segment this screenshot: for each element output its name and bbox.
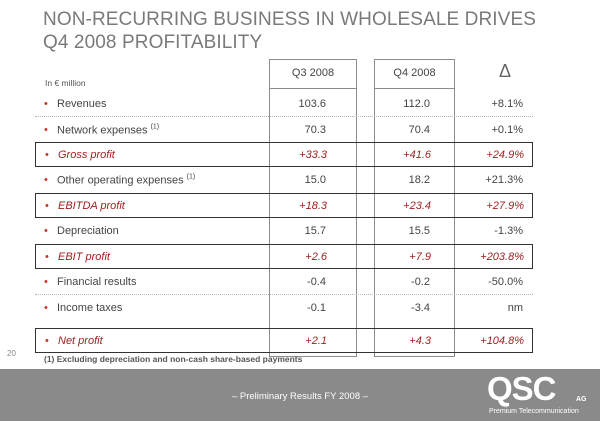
row-divider — [35, 116, 533, 117]
cell-q4: -0.2 — [411, 275, 430, 288]
cell-delta: +104.8% — [480, 334, 524, 347]
logo-suffix: AG — [576, 396, 587, 403]
cell-q3: -0.1 — [307, 301, 326, 314]
bullet-icon: • — [45, 199, 49, 212]
header-delta: Δ — [498, 60, 512, 81]
cell-delta: -1.3% — [494, 224, 523, 237]
cell-q4: +23.4 — [403, 199, 431, 212]
table-row: • Income taxes -0.1 -3.4 nm — [35, 295, 533, 320]
cell-q3: +33.3 — [299, 148, 327, 161]
bullet-icon: • — [44, 224, 48, 237]
cell-q3: +2.1 — [305, 334, 327, 347]
cell-q3: +2.6 — [305, 250, 327, 263]
page-number: 20 — [7, 349, 16, 358]
cell-delta: +0.1% — [491, 123, 524, 136]
table-row-highlight: • EBIT profit +2.6 +7.9 +203.8% — [35, 244, 533, 269]
table-row: • Revenues 103.6 112.0 +8.1% — [35, 91, 533, 116]
row-label: EBITDA profit — [58, 199, 125, 212]
cell-q3: +18.3 — [299, 199, 327, 212]
table-row: • Financial results -0.4 -0.2 -50.0% — [35, 269, 533, 294]
table-row-highlight: • Net profit +2.1 +4.3 +104.8% — [35, 328, 533, 353]
logo-tagline: Premium Telecommunication — [489, 408, 579, 415]
title-line-1: NON-RECURRING BUSINESS IN WHOLESALE DRIV… — [43, 9, 537, 30]
cell-q4: +7.9 — [409, 250, 431, 263]
cell-delta: +203.8% — [480, 250, 524, 263]
title-line-2: Q4 2008 PROFITABILITY — [43, 32, 263, 53]
row-label: Revenues — [57, 97, 107, 110]
cell-q3: 15.0 — [304, 173, 326, 186]
cell-q3: 103.6 — [298, 97, 326, 110]
cell-q4: 18.2 — [408, 173, 430, 186]
row-label: Financial results — [57, 275, 137, 288]
table-row-highlight: • Gross profit +33.3 +41.6 +24.9% — [35, 142, 533, 167]
logo-wordmark: QSC — [487, 370, 557, 407]
footer-bar: – Preliminary Results FY 2008 – QSC AG P… — [0, 369, 600, 421]
cell-q3: 15.7 — [304, 224, 326, 237]
row-label: EBIT profit — [58, 250, 110, 263]
q4-column-frame — [374, 59, 455, 357]
row-label: Gross profit — [58, 148, 115, 161]
cell-q3: -0.4 — [307, 275, 326, 288]
bullet-icon: • — [44, 123, 48, 136]
header-q4: Q4 2008 — [393, 67, 436, 79]
bullet-icon: • — [44, 301, 48, 314]
row-label: Other operating expenses (1) — [57, 173, 196, 186]
table-row: • Other operating expenses (1) 15.0 18.2… — [35, 167, 533, 192]
cell-q4: +4.3 — [409, 334, 431, 347]
q3-column-frame — [269, 59, 357, 357]
header-q3: Q3 2008 — [291, 67, 335, 79]
unit-label: In € million — [45, 78, 86, 88]
cell-delta: +8.1% — [491, 97, 524, 110]
footnote: (1) Excluding depreciation and non-cash … — [44, 354, 303, 364]
bullet-icon: • — [44, 275, 48, 288]
cell-delta: +21.3% — [485, 173, 523, 186]
qsc-logo: QSC AG Premium Telecommunication — [487, 370, 592, 418]
bullet-icon: • — [45, 250, 49, 263]
cell-delta: nm — [507, 301, 523, 314]
table-row: • Depreciation 15.7 15.5 -1.3% — [35, 218, 533, 243]
row-label: Network expenses (1) — [57, 123, 160, 136]
cell-delta: -50.0% — [488, 275, 523, 288]
cell-q4: 70.4 — [408, 123, 430, 136]
row-label: Depreciation — [57, 224, 119, 237]
footnote-ref: (1) — [150, 123, 160, 131]
cell-q4: 112.0 — [403, 97, 430, 110]
cell-q4: +41.6 — [403, 148, 431, 161]
cell-q3: 70.3 — [304, 123, 326, 136]
row-label: Income taxes — [57, 301, 123, 314]
row-label: Net profit — [58, 334, 103, 347]
bullet-icon: • — [45, 148, 49, 161]
bullet-icon: • — [45, 334, 49, 347]
cell-delta: +27.9% — [486, 199, 524, 212]
row-divider — [35, 294, 533, 295]
table-row: • Network expenses (1) 70.3 70.4 +0.1% — [35, 117, 533, 142]
cell-q4: -3.4 — [411, 301, 430, 314]
table-row-highlight: • EBITDA profit +18.3 +23.4 +27.9% — [35, 193, 533, 218]
footer-text: – Preliminary Results FY 2008 – — [231, 391, 369, 402]
footnote-ref: (1) — [186, 173, 196, 181]
bullet-icon: • — [44, 173, 48, 186]
cell-q4: 15.5 — [408, 224, 430, 237]
cell-delta: +24.9% — [486, 148, 524, 161]
bullet-icon: • — [44, 97, 48, 110]
slide-title: NON-RECURRING BUSINESS IN WHOLESALE DRIV… — [43, 8, 593, 54]
